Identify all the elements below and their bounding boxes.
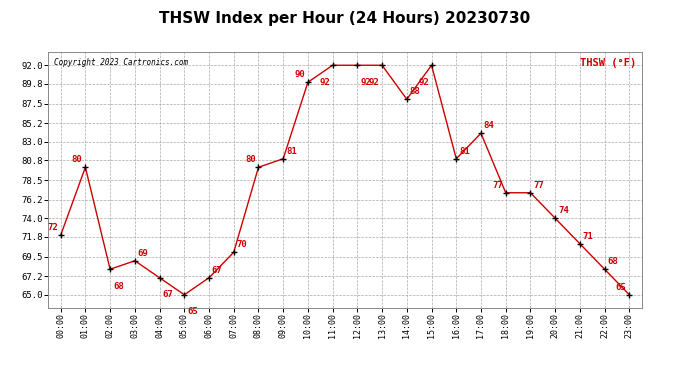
- Text: Copyright 2023 Cartronics.com: Copyright 2023 Cartronics.com: [55, 58, 188, 67]
- Text: 80: 80: [245, 156, 256, 165]
- Text: 92: 92: [360, 78, 371, 87]
- Text: 67: 67: [162, 290, 173, 299]
- Text: THSW (°F): THSW (°F): [580, 58, 635, 68]
- Text: 72: 72: [47, 224, 58, 232]
- Text: 77: 77: [533, 181, 544, 190]
- Text: 92: 92: [319, 78, 330, 87]
- Text: 69: 69: [137, 249, 148, 258]
- Text: 90: 90: [295, 70, 305, 80]
- Text: 80: 80: [72, 156, 83, 165]
- Text: 65: 65: [187, 307, 198, 316]
- Text: 84: 84: [484, 122, 495, 130]
- Text: 92: 92: [418, 78, 428, 87]
- Text: 70: 70: [237, 240, 247, 249]
- Text: THSW Index per Hour (24 Hours) 20230730: THSW Index per Hour (24 Hours) 20230730: [159, 11, 531, 26]
- Text: 68: 68: [607, 258, 618, 267]
- Text: 81: 81: [459, 147, 470, 156]
- Text: 92: 92: [368, 78, 380, 87]
- Text: 71: 71: [582, 232, 593, 241]
- Text: 68: 68: [113, 282, 124, 291]
- Text: 67: 67: [212, 266, 223, 275]
- Text: 81: 81: [286, 147, 297, 156]
- Text: 74: 74: [558, 207, 569, 216]
- Text: 77: 77: [492, 181, 503, 190]
- Text: 88: 88: [410, 87, 420, 96]
- Text: 65: 65: [615, 283, 627, 292]
